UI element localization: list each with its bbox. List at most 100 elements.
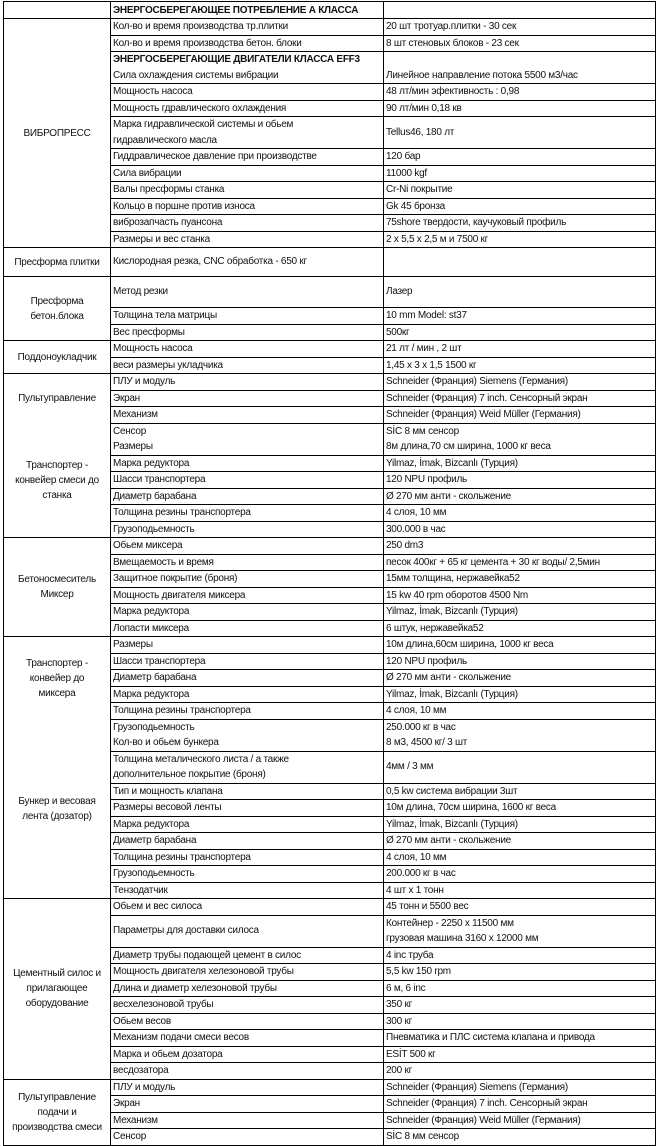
value-text: 10м длина, 70см ширина, 1600 кг веса [386, 802, 556, 813]
value-text: песок 400кг + 65 кг цемента + 30 кг воды… [386, 556, 600, 568]
value-text: Ø 270 мм анти - скольжение [386, 835, 511, 846]
value-cell: Schneider (Франция) 7 inch. Сенсорный эк… [383, 1095, 656, 1113]
parameter-text: Тензодатчик [113, 884, 168, 896]
parameter-cell: Размеры [110, 636, 384, 654]
value-text: 500кг [386, 326, 410, 338]
value-text: 350 кг [386, 999, 412, 1010]
table-row: Пресформа бетон.блока Метод резки Лазер [3, 276, 656, 341]
parameter-cell: Диаметр трубы подающей цемент в силос [110, 946, 384, 964]
value-cell: Пневматика и ПЛС система клапана и приво… [383, 1029, 656, 1047]
parameter-cell: Толщина резины транспортера [110, 848, 384, 866]
value-text: 250 dm3 [386, 540, 424, 551]
value-cell: 4 слоя, 10 мм [383, 504, 656, 522]
value-cell: 300 кг [383, 1012, 656, 1030]
value-text: 6 штук, нержавейка52 [386, 622, 484, 634]
value-text: 120 NPU профиль [386, 474, 468, 485]
parameter-text: Диаметр барабана [113, 672, 197, 683]
parameter-text: Размеры [113, 639, 153, 650]
value-cell: песок 400кг + 65 кг цемента + 30 кг воды… [383, 553, 656, 571]
parameter-cell: Размеры весовой ленты [110, 799, 384, 817]
value-text: 4 шт x 1 тонн [386, 884, 444, 896]
value-cell: Schneider (Франция) 7 inch. Сенсорный эк… [383, 389, 656, 407]
value-text: 10м длина,60см ширина, 1000 кг веса [386, 639, 554, 650]
section-label-line: Транспортер - [26, 459, 88, 471]
value-text: 45 тонн и 5500 вес [386, 901, 469, 912]
table-row: Размеры весовой ленты 10м длина, 70см шир… [4, 799, 656, 817]
value-cell: Ø 270 мм анти - скольжение [383, 832, 656, 850]
parameter-cell: Грузоподьемность Кол-во и обьем бункера [110, 718, 384, 752]
parameter-text: весхелезоновой трубы [113, 999, 214, 1010]
parameter-text: Обьем и вес силоса [113, 901, 202, 912]
parameter-text: Марка гидравлической системы и обьем [113, 119, 294, 130]
parameter-cell: Толщина резины транспортера [110, 504, 384, 522]
value-text [386, 53, 653, 68]
parameter-text: Валы пресформы станка [113, 184, 225, 195]
parameter-text: Мощность двигателя миксера [113, 589, 246, 601]
value-cell: 5,5 kw 150 rpm [383, 963, 656, 981]
parameter-text: веси размеры укладчика [113, 359, 223, 371]
value-cell: 10 mm Model: st37 [383, 307, 656, 325]
parameter-cell: весхелезоновой трубы [110, 996, 384, 1014]
value-text: Gk 45 бронза [386, 200, 445, 212]
table-row: Мощность гдравлического охлаждения 90 лт/… [4, 99, 656, 117]
section-label-line: бетон.блока [30, 310, 84, 322]
parameter-text: Защитное покрытие (броня) [113, 573, 238, 584]
value-cell: 300.000 в час [383, 520, 656, 538]
parameter-text: Вес пресформы [113, 326, 185, 338]
parameter-cell: Толщина металического листа / а также доп… [110, 750, 384, 784]
value-cell: Schneider (Франция) Siemens (Германия) [383, 1078, 656, 1096]
value-cell: 6 м, 6 inc [383, 979, 656, 997]
value-text: 75shore твердости, каучуковый профиль [386, 217, 567, 228]
parameter-cell: Сенсор [110, 1128, 384, 1146]
parameter-cell: Марка редуктора [110, 685, 384, 703]
table-row: Валы пресформы станка Cr-Ni покрытие [4, 181, 656, 199]
parameter-cell: Грузоподьемность [110, 865, 384, 883]
section-label: Пресформа бетон.блока [3, 276, 111, 341]
parameter-text: Диаметр барабана [113, 835, 197, 846]
section-label-line: Пультуправление [18, 393, 96, 404]
parameter-text: Диаметр барабана [113, 490, 197, 502]
value-cell: 4 слоя, 10 мм [383, 848, 656, 866]
parameter-cell: Мощность двигателя миксера [110, 586, 384, 604]
value-text: 15 kw 40 rpm оборотов 4500 Nm [386, 589, 529, 601]
parameter-text: ЭНЕРГОСБЕРЕГАЮЩИЕ ДВИГАТЕЛИ КЛАССА EFF3 [113, 54, 360, 65]
parameter-text: Механизм [113, 409, 158, 420]
table-row: Лопасти миксера 6 штук, нержавейка52 [4, 619, 656, 637]
parameter-cell: Кол-во и время производства бетон. блоки [110, 34, 384, 52]
value-cell: 6 штук, нержавейка52 [383, 619, 656, 637]
value-cell: 11000 kgf [383, 164, 656, 182]
section-label: Транспортер - конвейер смеси до станка [3, 423, 111, 538]
parameter-text: Мощность гдравлического охлаждения [113, 102, 287, 114]
value-text: 4 слоя, 10 мм [386, 851, 447, 863]
section-label-line: конвейер смеси до [15, 474, 99, 486]
section-label-line: производства смеси [12, 1121, 102, 1133]
parameter-text: Толщина резины транспортера [113, 851, 251, 863]
value-text: 0,5 kw система вибрации 3шт [386, 785, 518, 797]
value-cell: 1,45 x 3 x 1,5 1500 кг [383, 356, 656, 374]
parameter-text: Параметры для доставки силоса [113, 925, 259, 937]
parameter-text: Экран [113, 1098, 140, 1109]
parameter-text: Толщина резины транспортера [113, 705, 251, 716]
header-empty-cell [383, 1, 656, 19]
parameter-text: Размеры и вес станка [113, 233, 210, 245]
parameter-text: Сила вибрации [113, 167, 182, 179]
value-cell: Schneider (Франция) Siemens (Германия) [383, 373, 656, 391]
section-label: Поддоноукладчик [3, 340, 111, 374]
parameter-text: Кол-во и время производства тр.плитки [113, 21, 288, 32]
parameter-cell: весдозатора [110, 1062, 384, 1080]
parameter-text: Грузоподьемность [113, 868, 195, 879]
parameter-cell: ПЛУ и модуль [110, 373, 384, 391]
value-cell: 4 inc труба [383, 946, 656, 964]
table-row: ВИБРОПРЕСС Кол-во и время производства тр… [3, 18, 656, 248]
table-row: Вес пресформы 500кг [4, 323, 656, 341]
value-text: 6 м, 6 inc [386, 982, 426, 994]
section-label-line: ВИБРОПРЕСС [23, 127, 91, 139]
section-label-line: миксера [38, 687, 76, 699]
value-cell: 4 шт x 1 тонн [383, 881, 656, 899]
value-text: 90 лт/мин 0,18 кв [386, 102, 462, 114]
value-text: Schneider (Франция) Weid Müller (Германи… [386, 409, 581, 420]
section-label-line: Транспортер - [26, 657, 88, 669]
specification-table: ЭНЕРГОСБЕРЕГАЮЩЕЕ ПОТРЕБЛЕНИЕ А КЛАССА В… [3, 1, 656, 1146]
value-text: Ø 270 мм анти - скольжение [386, 490, 511, 502]
value-text: ESİT 500 кг [386, 1048, 436, 1060]
